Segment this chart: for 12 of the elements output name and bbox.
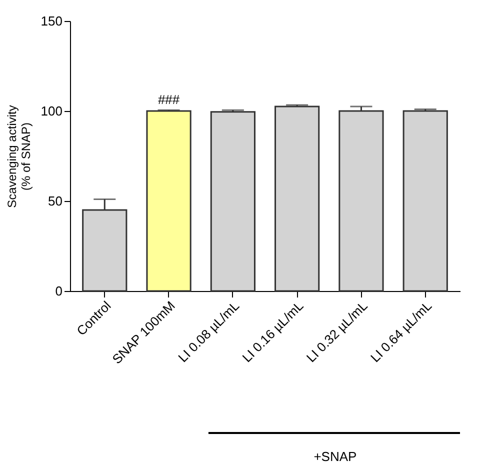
y-tick-label: 150: [40, 14, 62, 28]
y-tick-label: 100: [40, 104, 62, 118]
bar: [274, 106, 320, 292]
annotation: ###: [158, 92, 180, 108]
bar: [210, 111, 256, 292]
y-axis-title: Scavenging activity (% of SNAP): [4, 105, 33, 208]
text: +SNAP: [314, 449, 357, 464]
y-tick-label: 0: [55, 284, 62, 298]
bar: [338, 110, 384, 292]
bar: [402, 110, 448, 292]
bar: [146, 110, 192, 292]
y-tick-label: 50: [48, 194, 62, 208]
